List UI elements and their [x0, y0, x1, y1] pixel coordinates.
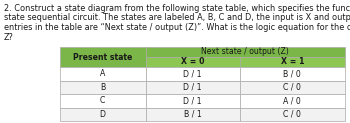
Bar	[60, 67, 146, 80]
Bar	[239, 94, 345, 108]
Bar	[60, 80, 146, 94]
Text: D / 1: D / 1	[183, 83, 202, 92]
Bar	[146, 67, 239, 80]
Text: C: C	[100, 96, 105, 105]
Text: Next state / output (Z): Next state / output (Z)	[201, 47, 289, 56]
Bar	[239, 57, 345, 67]
Text: A: A	[100, 69, 105, 78]
Text: D / 1: D / 1	[183, 69, 202, 78]
Bar	[146, 108, 239, 121]
Bar	[60, 47, 146, 67]
Bar	[60, 108, 146, 121]
Bar	[146, 94, 239, 108]
Text: X = 1: X = 1	[280, 57, 304, 67]
Text: Z?: Z?	[4, 32, 14, 41]
Text: C / 0: C / 0	[284, 110, 301, 119]
Text: entries in the table are “Next state / output (Z)”. What is the logic equation f: entries in the table are “Next state / o…	[4, 23, 350, 32]
Bar	[146, 80, 239, 94]
Bar	[239, 67, 345, 80]
Text: state sequential circuit. The states are labeled A, B, C and D, the input is X a: state sequential circuit. The states are…	[4, 14, 350, 23]
Bar	[146, 57, 239, 67]
Text: A / 0: A / 0	[284, 96, 301, 105]
Text: D / 1: D / 1	[183, 96, 202, 105]
Text: C / 0: C / 0	[284, 83, 301, 92]
Bar	[60, 94, 146, 108]
Text: B: B	[100, 83, 105, 92]
Bar	[239, 80, 345, 94]
Bar	[239, 108, 345, 121]
Text: 2. Construct a state diagram from the following state table, which specifies the: 2. Construct a state diagram from the fo…	[4, 4, 350, 13]
Text: D: D	[100, 110, 106, 119]
Text: B / 0: B / 0	[284, 69, 301, 78]
Text: X = 0: X = 0	[181, 57, 204, 67]
Text: Present state: Present state	[73, 53, 132, 62]
Text: B / 1: B / 1	[184, 110, 202, 119]
Bar	[146, 47, 345, 57]
